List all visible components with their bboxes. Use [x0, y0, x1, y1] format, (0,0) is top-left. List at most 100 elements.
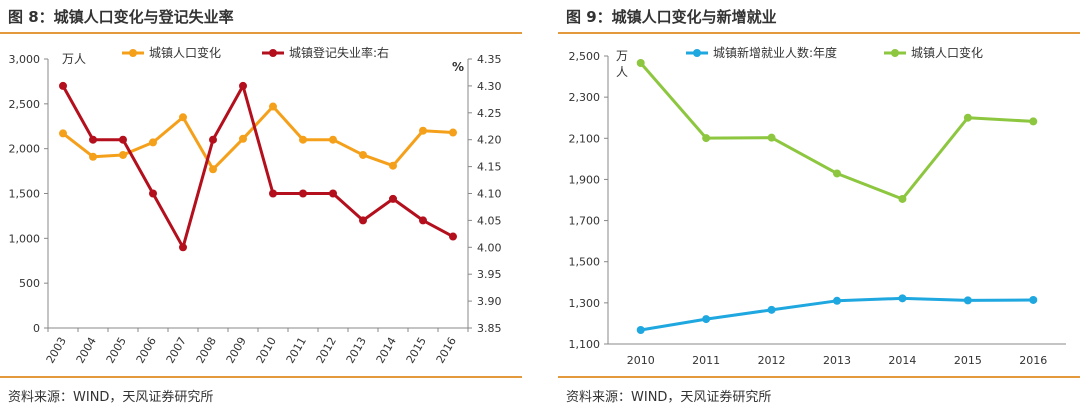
data-point: [767, 305, 776, 314]
legend-label: 城镇新增就业人数:年度: [713, 45, 837, 60]
right-tick-label: 4.35: [477, 53, 502, 66]
y-tick-label: 1,100: [569, 338, 601, 351]
data-point: [299, 189, 307, 198]
legend-label: 城镇登记失业率:右: [289, 45, 389, 60]
data-point: [179, 113, 187, 122]
series-line: [61, 84, 454, 249]
x-tick-label: 2006: [134, 335, 159, 366]
data-point: [59, 129, 67, 138]
data-point: [963, 296, 972, 305]
left-tick-label: 3,000: [9, 53, 41, 66]
data-point: [299, 135, 307, 144]
left-tick-label: 0: [33, 322, 40, 335]
right-tick-label: 4.20: [477, 134, 502, 147]
figure-9-source: 资料来源：WIND，天风证券研究所: [566, 390, 772, 405]
right-axis-unit: %: [452, 60, 464, 74]
data-point: [636, 326, 645, 335]
y-tick-label: 1,300: [569, 297, 601, 310]
data-point: [149, 138, 157, 147]
data-point: [89, 152, 97, 161]
left-tick-label: 2,500: [9, 98, 41, 111]
legend-marker: [269, 49, 277, 57]
x-tick-label: 2013: [823, 354, 851, 367]
right-tick-label: 3.85: [477, 322, 502, 335]
data-point: [179, 243, 187, 252]
data-point: [1029, 117, 1038, 126]
data-point: [389, 161, 397, 170]
x-tick-label: 2016: [1019, 354, 1047, 367]
x-tick-label: 2014: [888, 354, 916, 367]
y-tick-label: 2,300: [569, 91, 601, 104]
series-line: [639, 62, 1034, 201]
left-tick-label: 1,500: [9, 188, 41, 201]
legend-marker: [693, 49, 701, 57]
right-tick-label: 4.30: [477, 80, 502, 93]
y-tick-label: 2,100: [569, 132, 601, 145]
legend-marker: [891, 49, 899, 57]
data-point: [702, 134, 711, 143]
x-tick-label: 2010: [627, 354, 655, 367]
left-tick-label: 500: [19, 277, 40, 290]
legend-label: 城镇人口变化: [911, 45, 983, 60]
figure-8-top-rule: [0, 32, 522, 34]
data-point: [269, 189, 277, 198]
data-point: [449, 232, 457, 241]
figure-8-chart: 0 500 1,000 1,500 2,000 2,500 3,000 3.85 3.90 3.9…: [9, 45, 502, 366]
x-tick-label: 2011: [284, 335, 309, 366]
x-tick-label: 2013: [344, 335, 369, 366]
data-point: [419, 126, 427, 135]
data-point: [449, 128, 457, 137]
data-point: [119, 150, 127, 159]
figure-8-panel: 图 8：城镇人口变化与登记失业率 0 500 1,000 1,500 2,000 2,50…: [0, 0, 522, 414]
x-tick-label: 2008: [194, 335, 219, 366]
left-tick-label: 2,000: [9, 143, 41, 156]
data-point: [767, 133, 776, 142]
figure-8-bottom-rule: [0, 376, 522, 378]
data-point: [833, 169, 841, 178]
right-tick-label: 4.00: [477, 241, 502, 254]
y-tick-label: 1,700: [569, 215, 601, 228]
x-tick-label: 2014: [374, 335, 399, 366]
data-point: [389, 194, 397, 203]
data-point: [419, 216, 427, 225]
x-tick-label: 2016: [434, 335, 459, 366]
left-tick-label: 1,000: [9, 232, 41, 245]
data-point: [359, 150, 367, 159]
x-tick-label: 2012: [758, 354, 786, 367]
data-point: [702, 315, 711, 324]
data-point: [89, 135, 97, 144]
x-tick-label: 2011: [692, 354, 720, 367]
figure-8-source: 资料来源：WIND，天风证券研究所: [8, 390, 214, 405]
data-point: [329, 189, 337, 198]
y-tick-label: 1,900: [569, 173, 601, 186]
data-point: [119, 135, 127, 144]
figure-9-title: 图 9：城镇人口变化与新增就业: [566, 8, 777, 26]
right-tick-label: 3.90: [477, 295, 502, 308]
legend-label: 城镇人口变化: [149, 45, 221, 60]
data-point: [59, 81, 67, 90]
right-tick-label: 3.95: [477, 268, 502, 281]
figure-9-top-rule: [558, 32, 1080, 34]
data-point: [239, 81, 247, 90]
x-tick-label: 2005: [104, 335, 129, 366]
right-tick-label: 4.10: [477, 188, 502, 201]
x-tick-label: 2004: [74, 335, 99, 366]
data-point: [269, 102, 277, 111]
data-point: [209, 135, 217, 144]
x-tick-label: 2003: [44, 335, 69, 366]
data-point: [636, 58, 645, 67]
data-point: [898, 194, 907, 203]
data-point: [963, 113, 972, 122]
right-tick-label: 4.15: [477, 161, 502, 174]
data-point: [329, 135, 337, 144]
figure-9-panel: 图 9：城镇人口变化与新增就业 1,100 1,300 1,500 1,700 1,90…: [558, 0, 1080, 414]
y-axis-unit: 万人: [616, 49, 628, 79]
x-tick-label: 2012: [314, 335, 339, 366]
figure-9-chart: 1,100 1,300 1,500 1,700 1,900 2,100 2,300 2,500…: [569, 45, 1066, 367]
legend-marker: [129, 49, 137, 57]
x-tick-label: 2015: [404, 335, 429, 366]
data-point: [359, 216, 367, 225]
data-point: [209, 165, 217, 174]
data-point: [239, 134, 247, 143]
right-tick-label: 4.25: [477, 107, 502, 120]
